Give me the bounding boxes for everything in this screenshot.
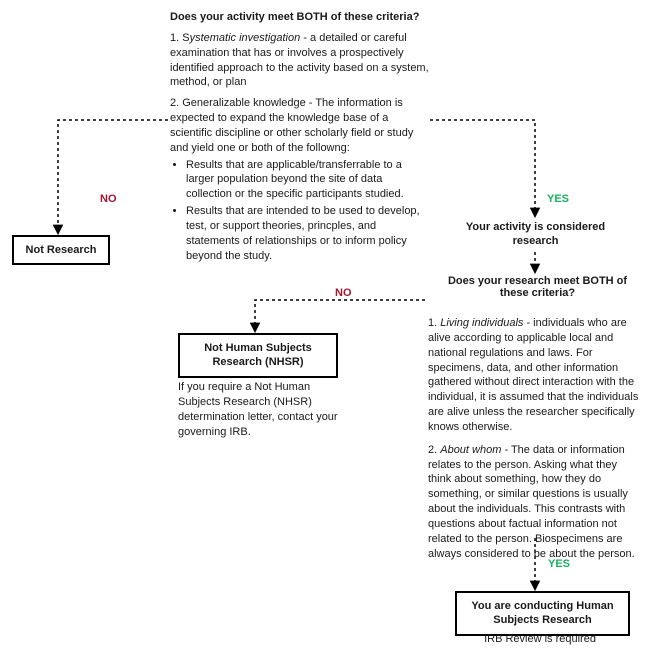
- question-2-criterion-1: 1. Living individuals - individuals who …: [428, 316, 640, 435]
- bullet-1: Results that are applicable/transferrabl…: [186, 158, 430, 203]
- not-research-box: Not Research: [12, 235, 110, 265]
- question-1: Does your activity meet BOTH of these cr…: [170, 10, 430, 266]
- yes-label-2: YES: [548, 558, 570, 570]
- nhsr-note: If you require a Not Human Subjects Rese…: [178, 380, 338, 439]
- question-2-title: Does your research meet BOTH of these cr…: [440, 275, 635, 299]
- nhsr-box: Not Human Subjects Research (NHSR): [178, 333, 338, 378]
- hsr-box: You are conducting Human Subjects Resear…: [455, 591, 630, 636]
- question-2-criterion-2: 2. About whom - The data or information …: [428, 443, 640, 562]
- irb-note: IRB Review is required: [455, 633, 625, 645]
- question-1-title: Does your activity meet BOTH of these cr…: [170, 10, 430, 25]
- question-2-criteria: 1. Living individuals - individuals who …: [428, 312, 640, 562]
- bullet-2: Results that are intended to be used to …: [186, 204, 430, 263]
- yes-label-1: YES: [547, 193, 569, 205]
- question-1-criterion-1: 1. Systematic investigation - a detailed…: [170, 31, 430, 90]
- no-label-1: NO: [100, 193, 117, 205]
- no-label-2: NO: [335, 287, 352, 299]
- question-1-bullets: Results that are applicable/transferrabl…: [186, 158, 430, 264]
- question-1-criterion-2: 2. Generalizable knowledge - The informa…: [170, 96, 430, 155]
- considered-research-text: Your activity is considered research: [463, 220, 608, 249]
